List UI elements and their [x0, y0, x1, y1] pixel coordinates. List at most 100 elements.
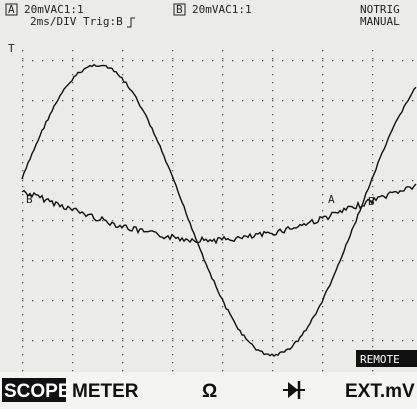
grid-dot — [22, 186, 23, 187]
grid-dot — [22, 60, 23, 61]
grid-dot — [22, 234, 23, 235]
grid-dot — [22, 170, 23, 171]
grid-dot — [322, 194, 323, 195]
grid-dot — [372, 338, 373, 339]
grid-dot — [182, 300, 183, 301]
grid-dot — [222, 220, 223, 221]
grid-dot — [192, 180, 193, 181]
grid-dot — [42, 300, 43, 301]
grid-dot — [132, 180, 133, 181]
grid-dot — [122, 146, 123, 147]
grid-dot — [222, 114, 223, 115]
grid-dot — [22, 180, 23, 181]
grid-dot — [52, 340, 53, 341]
grid-dot — [122, 218, 123, 219]
grid-dot — [382, 100, 383, 101]
grid-dot — [362, 100, 363, 101]
grid-dot — [222, 162, 223, 163]
grid-dot — [22, 82, 23, 83]
grid-dot — [272, 202, 273, 203]
grid-dot — [172, 58, 173, 59]
grid-dot — [322, 260, 323, 261]
grid-dot — [222, 202, 223, 203]
grid-dot — [272, 140, 273, 141]
grid-dot — [72, 330, 73, 331]
grid-dot — [392, 100, 393, 101]
grid-dot — [302, 340, 303, 341]
grid-dot — [22, 274, 23, 275]
grid-dot — [22, 194, 23, 195]
grid-dot — [272, 314, 273, 315]
menu-item[interactable]: EXT.mV — [345, 381, 415, 402]
grid-dot — [222, 194, 223, 195]
grid-dot — [362, 300, 363, 301]
grid-dot — [82, 220, 83, 221]
grid-dot — [172, 186, 173, 187]
grid-dot — [52, 140, 53, 141]
grid-dot — [282, 140, 283, 141]
grid-dot — [222, 314, 223, 315]
grid-dot — [222, 242, 223, 243]
grid-dot — [262, 180, 263, 181]
grid-dot — [222, 354, 223, 355]
menu-item[interactable]: METER — [72, 381, 139, 402]
grid-dot — [92, 180, 93, 181]
grid-dot — [62, 300, 63, 301]
grid-dot — [322, 340, 323, 341]
grid-dot — [222, 138, 223, 139]
grid-dot — [372, 138, 373, 139]
grid-dot — [392, 180, 393, 181]
grid-dot — [272, 98, 273, 99]
grid-dot — [412, 140, 413, 141]
grid-dot — [62, 220, 63, 221]
grid-dot — [222, 58, 223, 59]
grid-dot — [62, 140, 63, 141]
grid-dot — [372, 314, 373, 315]
grid-dot — [272, 274, 273, 275]
grid-dot — [282, 60, 283, 61]
grid-dot — [102, 100, 103, 101]
grid-dot — [352, 340, 353, 341]
grid-dot — [382, 60, 383, 61]
grid-dot — [222, 266, 223, 267]
grid-dot — [222, 274, 223, 275]
grid-dot — [322, 314, 323, 315]
grid-dot — [42, 220, 43, 221]
grid-dot — [372, 186, 373, 187]
grid-dot — [372, 370, 373, 371]
grid-dot — [122, 106, 123, 107]
grid-dot — [182, 100, 183, 101]
grid-dot — [232, 60, 233, 61]
grid-dot — [222, 82, 223, 83]
menu-item[interactable]: SCOPE — [4, 381, 71, 402]
grid-dot — [112, 100, 113, 101]
grid-dot — [182, 60, 183, 61]
grid-dot — [272, 162, 273, 163]
grid-dot — [22, 226, 23, 227]
grid-dot — [322, 306, 323, 307]
grid-dot — [322, 202, 323, 203]
grid-dot — [102, 260, 103, 261]
grid-dot — [352, 140, 353, 141]
menu-item[interactable]: Ω — [202, 381, 217, 402]
grid-dot — [222, 140, 223, 141]
grid-dot — [222, 250, 223, 251]
grid-dot — [372, 250, 373, 251]
grid-dot — [382, 140, 383, 141]
grid-dot — [182, 140, 183, 141]
grid-dot — [322, 180, 323, 181]
grid-dot — [272, 226, 273, 227]
grid-dot — [312, 340, 313, 341]
grid-dot — [272, 138, 273, 139]
grid-dot — [362, 140, 363, 141]
grid-dot — [392, 340, 393, 341]
grid-dot — [202, 180, 203, 181]
grid-dot — [392, 300, 393, 301]
grid-dot — [102, 220, 103, 221]
grid-dot — [52, 60, 53, 61]
grid-dot — [72, 242, 73, 243]
grid-dot — [332, 140, 333, 141]
grid-dot — [132, 140, 133, 141]
trace-a-label: A — [328, 193, 335, 206]
grid-dot — [292, 100, 293, 101]
